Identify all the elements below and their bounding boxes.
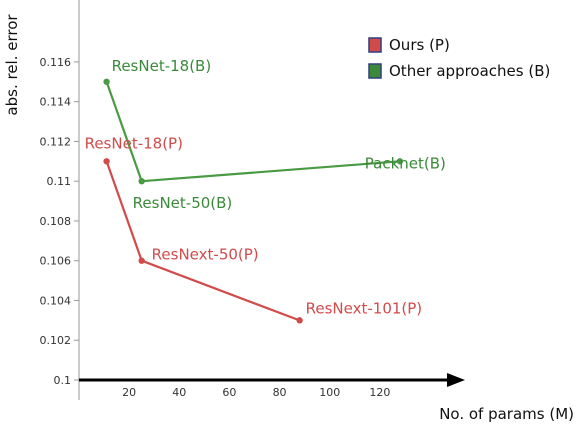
x-tick-label: 100: [319, 386, 340, 399]
x-tick-label: 60: [222, 386, 236, 399]
data-label: ResNet-50(B): [133, 194, 233, 212]
data-point: [103, 158, 110, 165]
x-tick-label: 20: [122, 386, 136, 399]
series-line: [105, 160, 300, 322]
x-tick-label: 80: [273, 386, 287, 399]
data-label: ResNet-18(B): [112, 57, 212, 75]
data-point: [396, 158, 404, 165]
legend-swatch: [368, 37, 382, 53]
y-tick-label: 0.114: [40, 96, 72, 109]
legend-label: Ours (P): [389, 36, 450, 54]
x-axis-arrowhead: [447, 373, 465, 387]
x-tick-label: 40: [172, 386, 186, 399]
y-tick-label: 0.108: [40, 215, 72, 228]
data-label: ResNext-101(P): [306, 299, 423, 317]
y-tick-label: 0.104: [40, 294, 72, 307]
data-point: [103, 78, 110, 85]
data-point: [296, 317, 303, 324]
x-tick-label: 120: [369, 386, 390, 399]
data-point: [138, 257, 145, 264]
y-tick-label: 0.1: [54, 374, 72, 387]
y-tick-label: 0.116: [40, 56, 72, 69]
y-tick-label: 0.11: [47, 175, 72, 188]
y-axis-title: abs. rel. error: [3, 14, 21, 116]
legend-label: Other approaches (B): [389, 62, 550, 80]
data-label: ResNext-50(P): [152, 246, 259, 264]
data-point: [138, 177, 145, 185]
series-line: [105, 81, 400, 183]
x-axis-title: No. of params (M): [439, 405, 574, 423]
data-label: ResNet-18(P): [85, 134, 183, 152]
y-tick-label: 0.102: [40, 334, 72, 347]
y-tick-label: 0.106: [40, 255, 72, 268]
data-label: Packnet(B): [365, 154, 446, 172]
legend-swatch: [368, 63, 382, 79]
y-tick-label: 0.112: [40, 135, 72, 148]
